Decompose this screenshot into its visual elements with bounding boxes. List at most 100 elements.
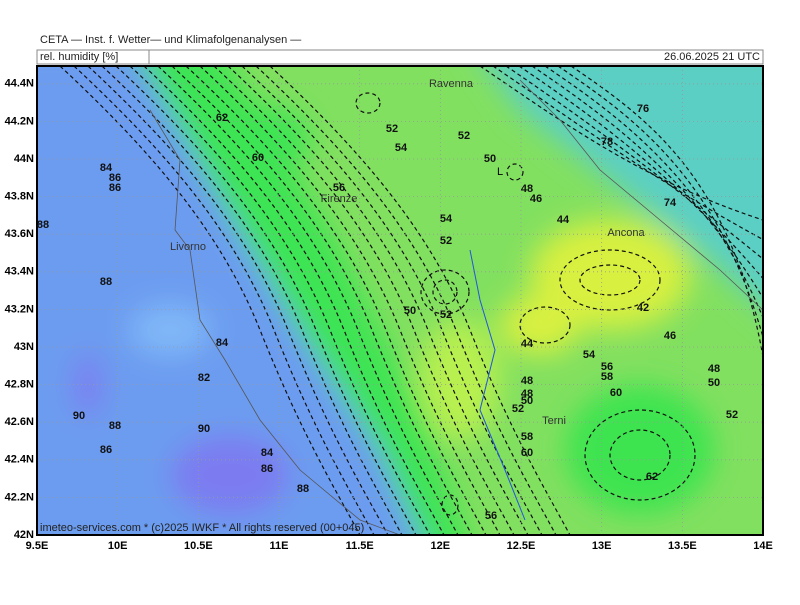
contour-label: 62 xyxy=(646,471,658,483)
low-marker: L xyxy=(497,166,503,178)
contour-line xyxy=(157,66,459,535)
contour-line xyxy=(115,66,417,535)
contour-label: 50 xyxy=(521,395,533,407)
lon-label: 13E xyxy=(592,540,612,552)
contour-label: 88 xyxy=(297,483,309,495)
valid-time: 26.06.2025 21 UTC xyxy=(664,51,760,63)
contour-label: 52 xyxy=(440,309,452,321)
contour-label: 88 xyxy=(109,420,121,432)
city-label: Firenze xyxy=(321,193,358,205)
contour-line xyxy=(213,66,515,535)
lat-label: 43.2N xyxy=(5,303,34,315)
contour-line xyxy=(479,66,763,221)
contour-label: 78 xyxy=(601,136,613,148)
contour-label: 46 xyxy=(664,330,676,342)
lon-label: 10E xyxy=(108,540,128,552)
contour-line xyxy=(255,66,557,535)
river xyxy=(469,249,526,521)
lat-label: 43.6N xyxy=(5,228,34,240)
lat-label: 42N xyxy=(14,529,34,541)
contour-line xyxy=(506,163,524,181)
contour-label: 56 xyxy=(333,182,345,194)
footer: imeteo-services.com * (c)2025 IWKF * All… xyxy=(40,522,364,534)
contour-label: 52 xyxy=(458,130,470,142)
contour-label: 86 xyxy=(109,172,121,184)
contour-line xyxy=(432,279,458,305)
contour-label: 84 xyxy=(100,162,113,174)
contour-line xyxy=(199,66,501,535)
contour-label: 48 xyxy=(521,183,533,195)
lon-label: 12E xyxy=(431,540,451,552)
map-frame xyxy=(36,65,764,536)
lat-label: 42.2N xyxy=(5,491,34,503)
contour-label: 48 xyxy=(708,363,720,375)
contour-label: 50 xyxy=(708,377,720,389)
contour-label: 60 xyxy=(610,387,622,399)
coastline xyxy=(519,79,763,311)
city-label: Ancona xyxy=(607,227,645,239)
contour-label: 48 xyxy=(521,375,533,387)
contour-line xyxy=(143,66,445,535)
lat-label: 43.8N xyxy=(5,191,34,203)
contour-line xyxy=(185,66,487,535)
contour-label: 90 xyxy=(73,410,85,422)
contour-line xyxy=(570,66,763,357)
lat-label: 44.4N xyxy=(5,78,34,90)
contour-line xyxy=(492,66,763,241)
contour-label: 54 xyxy=(440,213,453,225)
parameter-box xyxy=(36,49,150,65)
contour-label: 42 xyxy=(637,302,649,314)
contour-label: 50 xyxy=(484,153,496,165)
lat-label: 43N xyxy=(14,341,34,353)
contour-line xyxy=(559,249,661,311)
parameter: rel. humidity [%] xyxy=(40,51,118,63)
contour-label: 58 xyxy=(601,371,613,383)
contour-line xyxy=(420,269,470,315)
contour-line xyxy=(59,66,361,535)
contour-label: 50 xyxy=(404,305,416,317)
contour-label: 56 xyxy=(601,361,613,373)
lat-label: 42.4N xyxy=(5,454,34,466)
contour-label: 44 xyxy=(521,338,534,350)
lon-label: 11.5E xyxy=(346,540,374,552)
contour-label: 84 xyxy=(216,337,229,349)
contour-label: 48 xyxy=(521,388,533,400)
contour-label: 90 xyxy=(198,423,210,435)
contour-line xyxy=(519,306,571,344)
contour-line xyxy=(129,66,431,535)
map-area xyxy=(37,66,763,535)
lon-label: 14E xyxy=(753,540,773,552)
contour-line xyxy=(73,66,375,535)
contour-label: 76 xyxy=(637,103,649,115)
lon-label: 11E xyxy=(270,540,289,552)
lon-label: 12.5E xyxy=(507,540,536,552)
coastline xyxy=(149,109,401,535)
contour-label: 58 xyxy=(521,431,533,443)
contour-label: 46 xyxy=(530,193,542,205)
lat-label: 44.2N xyxy=(5,115,34,127)
lat-label: 43.4N xyxy=(5,266,34,278)
contour-label: 84 xyxy=(261,447,274,459)
contour-line xyxy=(579,264,641,296)
lon-label: 9.5E xyxy=(26,540,49,552)
contour-line xyxy=(584,409,696,501)
contour-label: 52 xyxy=(386,123,398,135)
contour-line xyxy=(531,66,763,299)
contour-label: 74 xyxy=(664,197,677,209)
lat-label: 42.8N xyxy=(5,379,34,391)
lat-label: 44N xyxy=(14,153,34,165)
contour-label: 82 xyxy=(198,372,210,384)
contour-line xyxy=(557,66,763,338)
lon-label: 13.5E xyxy=(668,540,697,552)
contour-label: 52 xyxy=(512,403,524,415)
contour-label: 52 xyxy=(440,235,452,247)
city-label: Ravenna xyxy=(429,78,474,90)
contour-line xyxy=(609,429,671,481)
header-bar xyxy=(36,49,764,65)
contour-line xyxy=(355,92,381,114)
contour-label: 56 xyxy=(485,510,497,522)
city-label: Livorno xyxy=(170,241,206,253)
contour-line xyxy=(441,494,459,516)
contour-label: 44 xyxy=(557,214,570,226)
